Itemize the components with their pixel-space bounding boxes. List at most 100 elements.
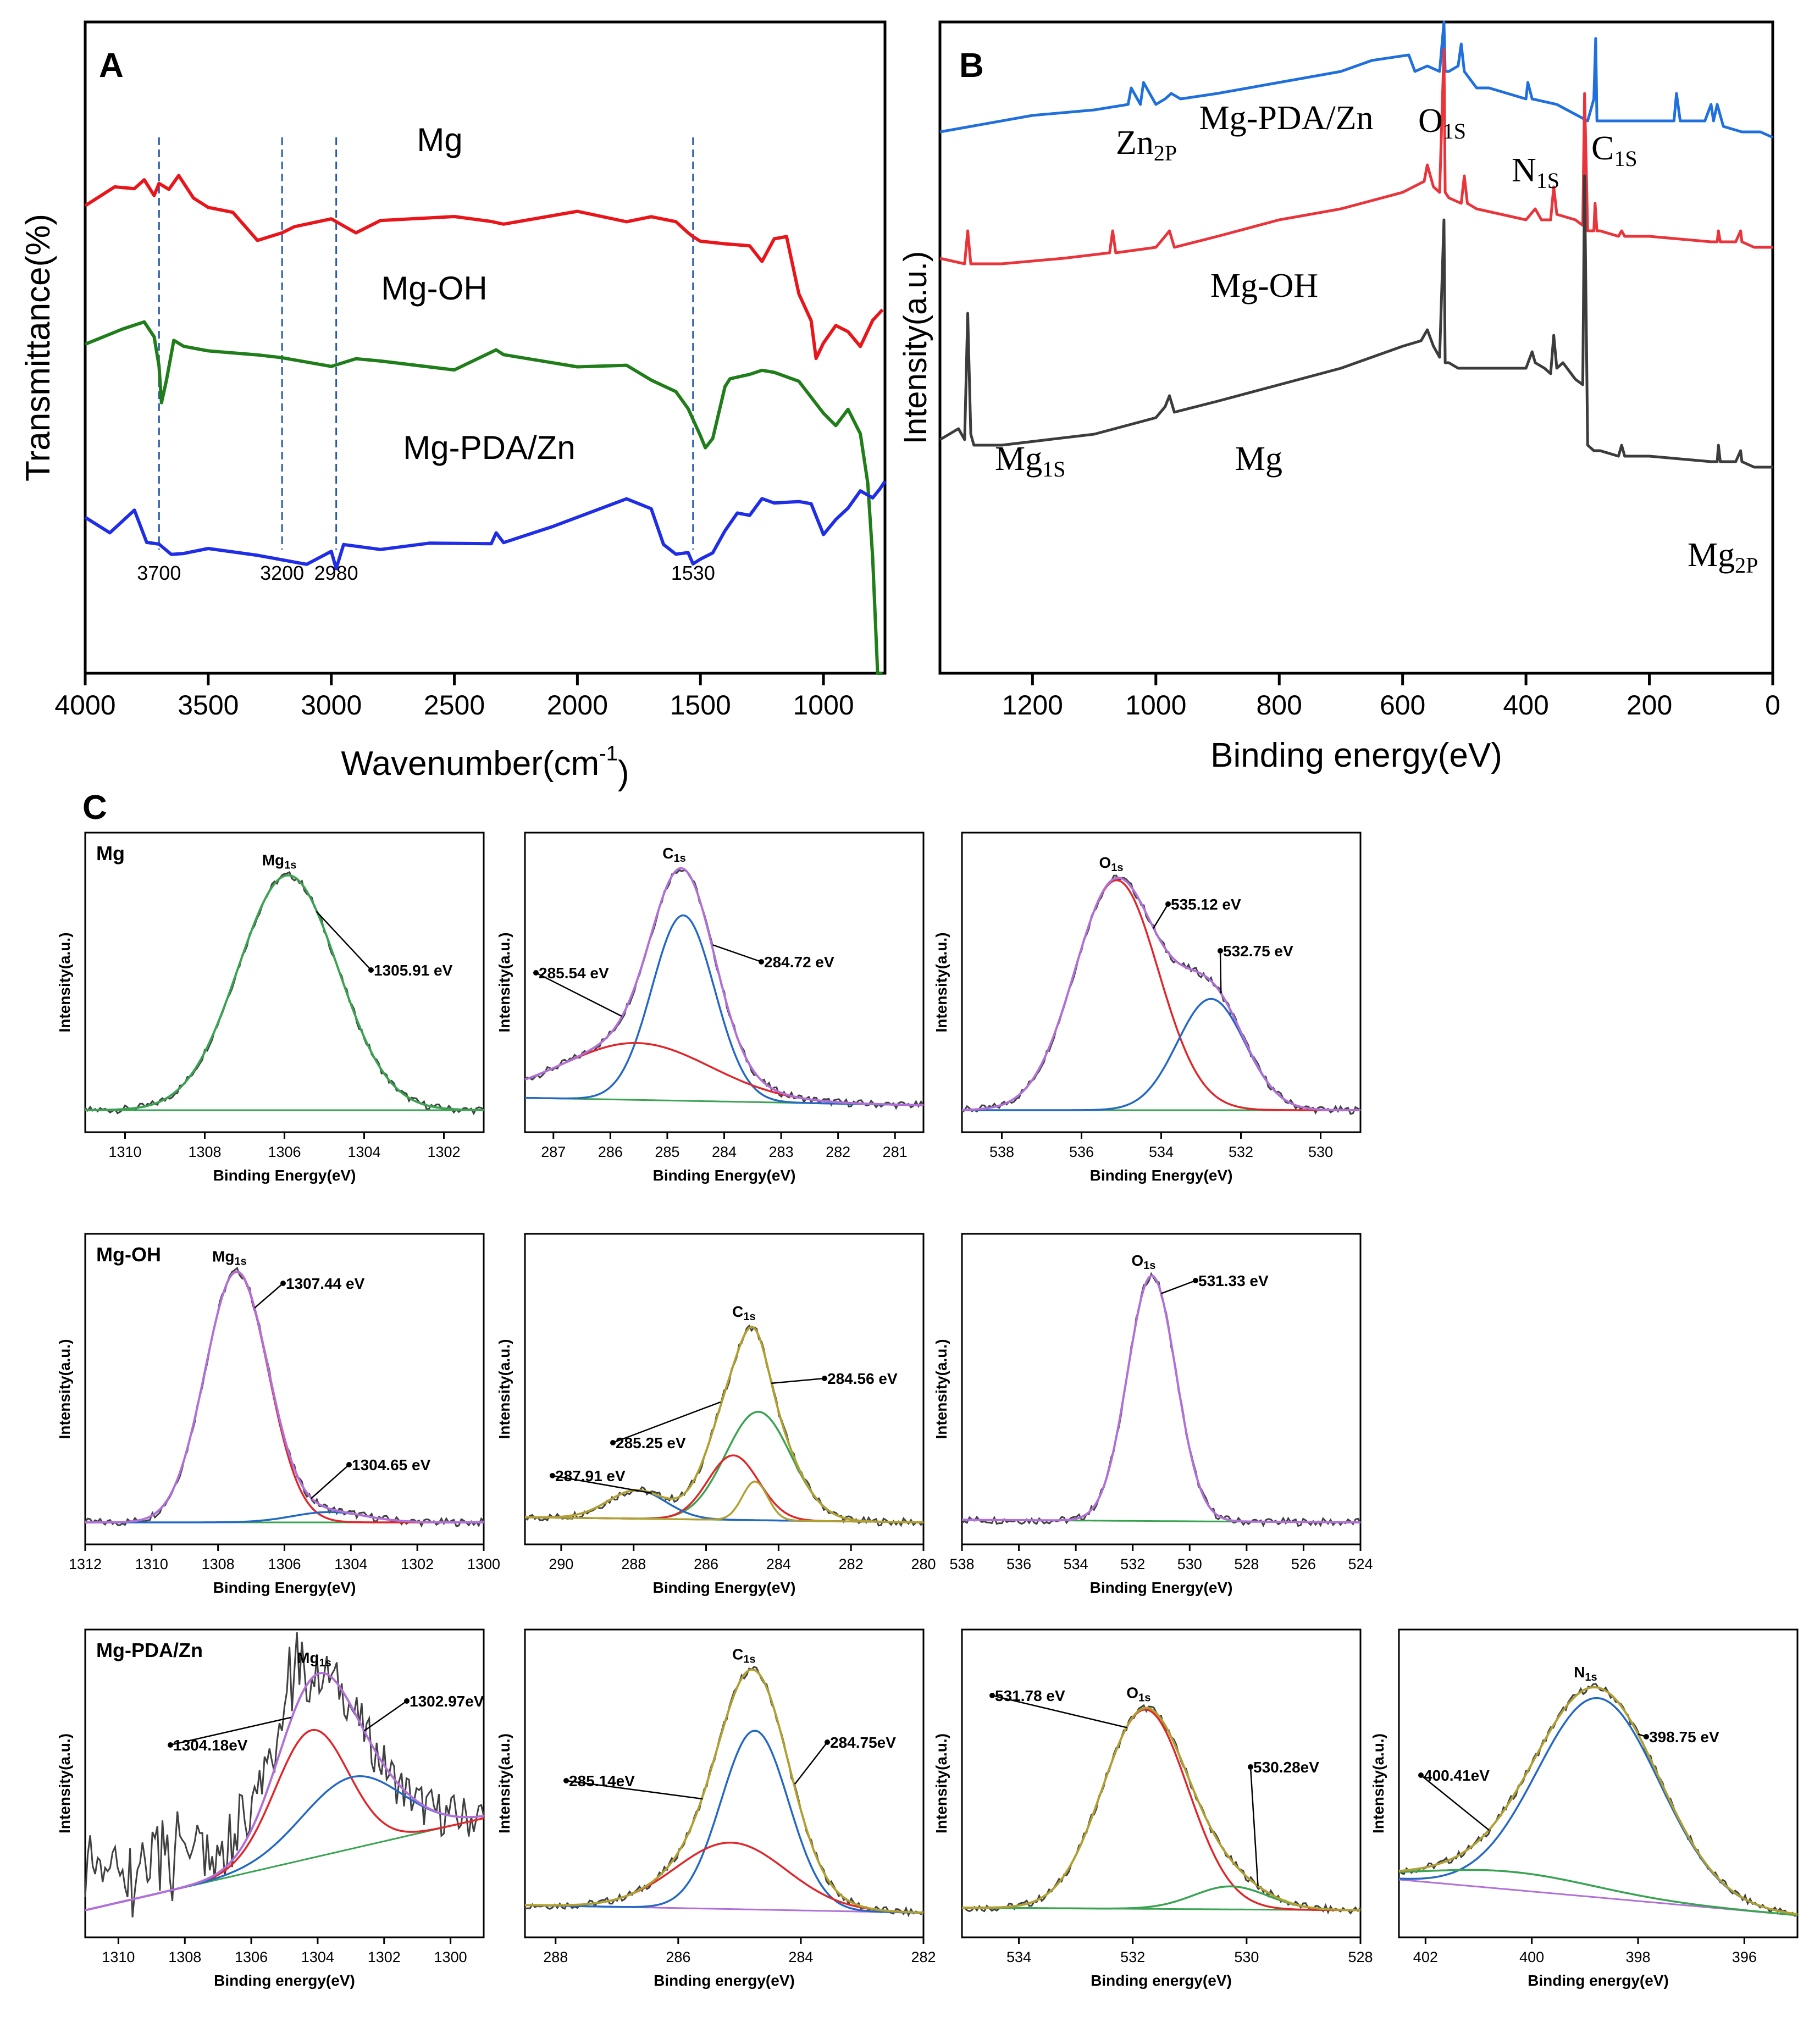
subplot-annotation-arrowhead	[563, 1778, 569, 1783]
panel-c7: 1310 1308 1306 1304 1302 1300 Binding energy(e…	[56, 1628, 485, 1989]
subplot-annotation-arrow	[170, 1716, 291, 1746]
panel-b-series-line	[939, 48, 1773, 265]
subplot-annotation-label: 530.28eV	[1253, 1759, 1319, 1776]
panel-b-xlabel: Binding energy(eV)	[1210, 736, 1502, 774]
panel-a-ylabel: Transmittance(%)	[19, 214, 57, 481]
subplot-envelope-line	[961, 877, 1360, 1111]
subplot-annotation-label: 284.75eV	[830, 1734, 896, 1751]
subplot-xtick-label: 1308	[188, 1144, 221, 1160]
subplot-peak-title-sub: 1s	[743, 1311, 755, 1323]
subplot-xtick-label: 281	[883, 1144, 908, 1160]
subplot-envelope-line	[524, 1668, 924, 1914]
panel-c4: 1312 1310 1308 1306 1304 1302 1300 Binding Ener…	[56, 1233, 500, 1596]
panel-b-series-label: Mg	[1235, 440, 1282, 478]
panel-a-frame	[84, 20, 887, 675]
subplot-peak-title: Mg1s	[212, 1248, 247, 1267]
panel-b: B 1200 1000 800 600 400 200 0 Binding energy(eV)…	[898, 20, 1780, 774]
subplot-xtick-label: 1308	[168, 1949, 201, 1965]
subplot-peak-title-base: O	[1099, 854, 1111, 871]
subplot-envelope-line	[962, 1275, 1360, 1523]
subplot-raw-line	[961, 874, 1361, 1115]
subplot-component-line	[962, 1275, 1360, 1523]
subplot-peak-title-base: O	[1126, 1684, 1138, 1701]
subplot-annotation-label: 287.91 eV	[555, 1467, 626, 1484]
subplot-peak-title: C1s	[732, 1646, 755, 1666]
subplot-annotation-arrow	[992, 1694, 1127, 1728]
subplot-xtick-label: 1300	[467, 1556, 500, 1572]
subplot-frame	[1398, 1628, 1799, 1938]
panel-b-peak-label-base: Zn	[1116, 124, 1154, 162]
subplot-component-line	[85, 1271, 484, 1523]
subplot-annotation-arrow	[1249, 1766, 1259, 1887]
subplot-annotation-arrowhead	[1644, 1734, 1649, 1739]
subplot-annotation-arrowhead	[280, 1281, 286, 1286]
subplot-xlabel: Binding Energy(eV)	[653, 1167, 796, 1184]
subplot-annotation-label: 531.33 eV	[1198, 1272, 1269, 1289]
subplot-peak-title: O1s	[1099, 854, 1123, 874]
subplot-peak-title-base: C	[732, 1303, 743, 1320]
panel-a-label: A	[99, 47, 124, 85]
subplot-xtick-label: 284	[788, 1949, 813, 1965]
panel-b-frame	[938, 20, 1774, 675]
subplot-component-line	[1398, 1869, 1798, 1916]
panel-b-peak-label-base: Mg	[995, 440, 1042, 478]
subplot-sample-label: Mg-OH	[96, 1243, 161, 1266]
subplot-ylabel: Intensity(a.u.)	[56, 932, 73, 1032]
subplot-ylabel: Intensity(a.u.)	[1370, 1733, 1387, 1833]
subplot-xtick-label: 526	[1291, 1556, 1316, 1572]
subplot-ylabel: Intensity(a.u.)	[496, 1733, 513, 1833]
panel-b-peak-label-sub: 1S	[1042, 457, 1065, 481]
subplot-envelope-line	[85, 874, 484, 1111]
subplot-xtick-label: 532	[1229, 1144, 1253, 1160]
subplot-xtick-label: 286	[694, 1556, 718, 1572]
subplot-peak-title: O1s	[1131, 1252, 1155, 1272]
subplot-xlabel: Binding Energy(eV)	[213, 1579, 356, 1596]
subplot-xlabel: Binding energy(eV)	[1528, 1972, 1669, 1989]
subplot-component-line	[524, 1841, 924, 1914]
subplot-xtick-label: 536	[1006, 1556, 1031, 1572]
panel-a-xtick-label: 2000	[547, 690, 608, 721]
subplot-xtick-label: 534	[1149, 1144, 1174, 1160]
subplot-xtick-label: 284	[712, 1144, 737, 1160]
subplot-annotation-arrowhead	[1165, 901, 1171, 907]
subplot-xtick-label: 284	[766, 1556, 791, 1572]
subplot-peak-title-base: Mg	[297, 1649, 319, 1666]
subplot-annotation-arrowhead	[1418, 1772, 1424, 1778]
subplot-raw-line	[84, 1632, 485, 1918]
subplot-annotation-label: 531.78 eV	[995, 1687, 1065, 1704]
subplot-xtick-label: 280	[911, 1556, 936, 1572]
subplot-ylabel: Intensity(a.u.)	[56, 1733, 73, 1833]
subplot-annotation-arrow	[794, 1742, 828, 1785]
subplot-annotation-arrowhead	[1218, 948, 1223, 954]
subplot-ylabel: Intensity(a.u.)	[496, 932, 513, 1032]
subplot-peak-title: N1s	[1574, 1664, 1597, 1683]
subplot-peak-title-sub: 1s	[743, 1654, 755, 1666]
subplot-xtick-label: 288	[621, 1556, 646, 1572]
subplot-annotation-label: 284.56 eV	[827, 1370, 898, 1387]
subplot-annotation-arrowhead	[989, 1693, 995, 1698]
panel-b-xtick-label: 200	[1627, 690, 1672, 721]
subplot-annotation-arrow	[552, 1475, 652, 1494]
subplot-annotation-label: 1305.91 eV	[374, 962, 453, 979]
subplot-annotation-label: 284.72 eV	[764, 954, 834, 971]
subplot-component-line	[524, 1730, 923, 1914]
subplot-ylabel: Intensity(a.u.)	[56, 1339, 73, 1439]
subplot-component-line	[524, 914, 924, 1106]
panel-b-peak-label: N1S	[1512, 152, 1559, 193]
subplot-xtick-label: 538	[949, 1556, 974, 1572]
panel-a-xtick-label: 1500	[670, 690, 731, 721]
subplot-annotation-label: 535.12 eV	[1171, 896, 1241, 913]
subplot-annotation-arrow	[311, 1464, 350, 1499]
panel-c9: 534 532 530 528 Binding energy(eV) Intensity(…	[933, 1628, 1373, 1989]
subplot-frame	[524, 1233, 925, 1545]
subplot-annotation-label: 532.75 eV	[1223, 943, 1293, 960]
subplot-xlabel: Binding energy(eV)	[214, 1972, 355, 1989]
subplot-envelope-line	[85, 1270, 484, 1523]
subplot-ylabel: Intensity(a.u.)	[496, 1339, 513, 1439]
subplot-envelope-line	[85, 1671, 484, 1911]
subplot-envelope-line	[1398, 1686, 1798, 1916]
subplot-xtick-label: 398	[1625, 1949, 1650, 1965]
subplot-xtick-label: 1310	[102, 1949, 135, 1965]
subplot-raw-line	[524, 1324, 925, 1527]
subplot-xtick-label: 1310	[135, 1556, 168, 1572]
